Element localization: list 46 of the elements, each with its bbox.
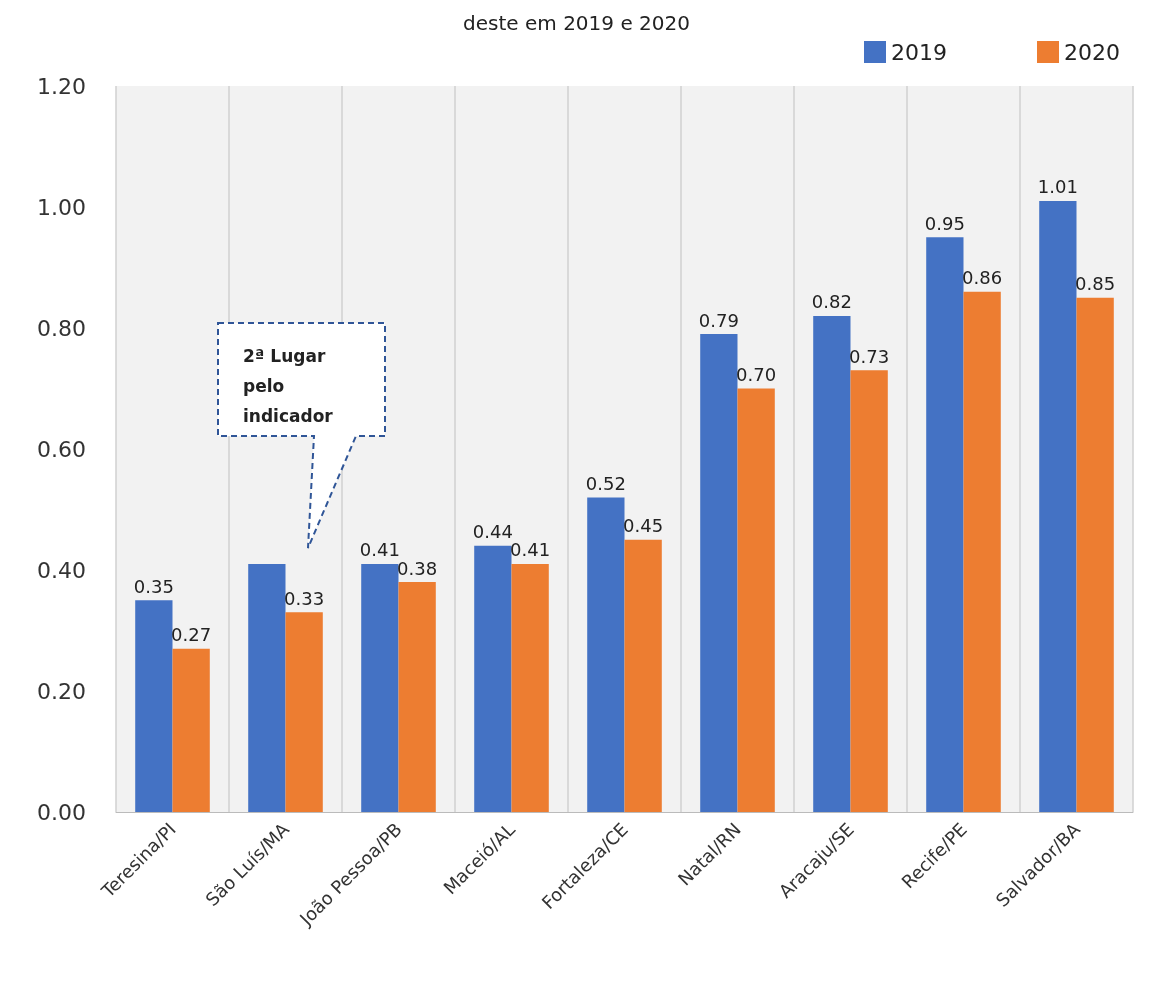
data-label: 0.95 (924, 212, 965, 234)
data-label: 0.86 (962, 267, 1003, 289)
bar (1076, 297, 1114, 812)
data-label: 0.82 (811, 291, 852, 313)
data-label: 0.73 (849, 345, 890, 367)
bar (963, 291, 1001, 812)
data-label: 0.45 (623, 515, 664, 537)
bar (813, 315, 851, 812)
bar (737, 388, 775, 812)
bar (1039, 200, 1077, 812)
bar (926, 237, 964, 812)
data-label: 0.33 (284, 587, 325, 609)
annotation: 2ª Lugar pelo indicador (243, 346, 334, 426)
bar (361, 563, 399, 812)
data-label: 0.41 (359, 539, 400, 561)
y-tick-label: 0.20 (37, 678, 86, 704)
bar (587, 497, 625, 812)
legend-label: 2019 (891, 39, 948, 65)
y-tick-label: 0.00 (37, 799, 86, 825)
bar (285, 612, 323, 812)
data-label: 0.44 (472, 521, 513, 543)
data-label: 0.27 (171, 624, 212, 646)
legend-label: 2020 (1064, 39, 1121, 65)
data-label: 0.79 (698, 309, 739, 331)
y-tick-label: 1.00 (37, 194, 86, 220)
data-label: 0.70 (736, 364, 777, 385)
data-label: 0.52 (585, 472, 626, 494)
y-tick-label: 1.20 (37, 73, 86, 99)
data-label: 0.38 (397, 557, 438, 579)
y-tick-label: 0.60 (37, 436, 86, 462)
y-tick-label: 0.80 (37, 315, 86, 341)
y-tick-label: 0.40 (37, 557, 86, 583)
bar (511, 563, 549, 812)
data-label: 0.85 (1075, 273, 1116, 295)
bar (248, 563, 286, 812)
data-label: 0.41 (510, 539, 551, 561)
bar (850, 370, 888, 812)
bar (700, 334, 738, 812)
data-label: 1.01 (1037, 176, 1078, 198)
chart-title: deste em 2019 e 2020 (463, 11, 690, 35)
bar (398, 582, 436, 812)
bar (135, 600, 173, 812)
bar (474, 545, 512, 812)
bar (172, 648, 210, 812)
bar (624, 539, 662, 812)
data-label: 0.35 (133, 575, 174, 597)
